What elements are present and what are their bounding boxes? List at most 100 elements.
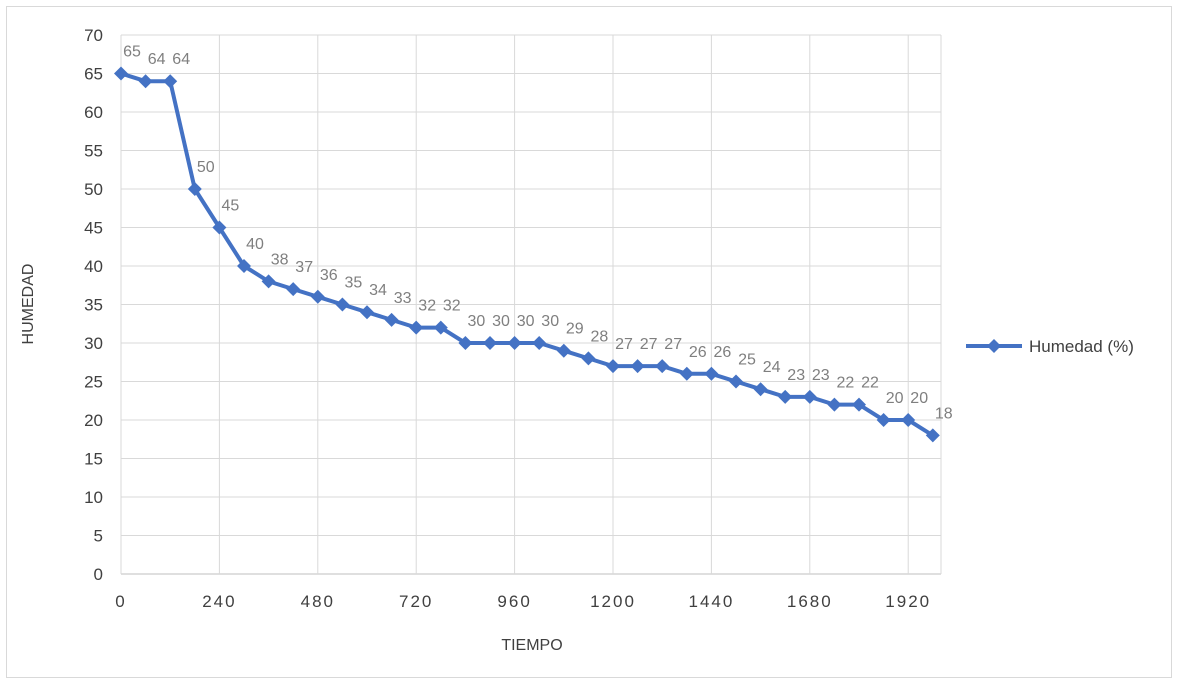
data-point: [163, 74, 178, 89]
data-point: [827, 397, 842, 412]
y-tick-label: 50: [84, 180, 103, 199]
data-label: 30: [468, 313, 486, 330]
data-label: 29: [566, 321, 584, 338]
data-label: 23: [787, 367, 805, 384]
data-label: 37: [295, 259, 313, 276]
data-label: 65: [123, 44, 141, 61]
x-tick-label: 1920: [885, 592, 931, 611]
data-label: 25: [738, 352, 756, 369]
data-label: 40: [246, 236, 264, 253]
data-label: 38: [271, 251, 289, 268]
data-label: 32: [418, 298, 436, 315]
data-label: 36: [320, 267, 338, 284]
y-tick-label: 60: [84, 103, 103, 122]
chart-frame: [6, 6, 1172, 678]
data-point: [261, 274, 276, 289]
data-label: 24: [763, 359, 781, 376]
data-point: [556, 343, 571, 358]
data-label: 18: [935, 405, 953, 422]
data-label: 26: [689, 344, 707, 361]
data-point: [212, 220, 227, 235]
data-point: [753, 382, 768, 397]
data-point: [138, 74, 153, 89]
data-point: [925, 428, 940, 443]
data-point: [630, 359, 645, 374]
data-point: [458, 336, 473, 350]
data-point: [704, 366, 719, 381]
data-point: [532, 336, 547, 350]
data-label: 26: [714, 344, 732, 361]
data-point: [729, 374, 743, 389]
data-point: [409, 320, 424, 335]
data-point: [581, 351, 596, 366]
data-label: 64: [172, 51, 190, 68]
data-label: 27: [615, 336, 633, 353]
series-line: [120, 71, 934, 438]
legend-marker: [987, 339, 1001, 353]
data-label: 45: [222, 198, 240, 215]
y-tick-label: 40: [84, 257, 103, 276]
x-tick-label: 960: [497, 592, 531, 611]
data-label: 33: [394, 290, 412, 307]
data-point: [286, 282, 301, 297]
data-label: 35: [345, 275, 363, 292]
data-point: [384, 312, 399, 327]
y-tick-label: 15: [84, 450, 103, 469]
data-point: [606, 359, 620, 374]
y-tick-label: 65: [84, 65, 103, 84]
data-label: 28: [591, 328, 609, 345]
data-point: [335, 297, 350, 312]
data-point: [852, 397, 866, 412]
data-point: [360, 305, 374, 320]
data-label: 27: [640, 336, 658, 353]
y-tick-label: 10: [84, 488, 103, 507]
y-tick-label: 30: [84, 334, 103, 353]
data-label: 32: [443, 298, 461, 315]
data-point: [433, 320, 448, 335]
data-label: 22: [837, 375, 855, 392]
legend-label: Humedad (%): [1029, 337, 1134, 356]
x-axis-title: TIEMPO: [501, 637, 562, 654]
data-point: [778, 389, 793, 404]
x-axis-ticks: 0 240 480 720 960 1200 1440 1680 1920: [115, 592, 931, 611]
y-tick-label: 45: [84, 219, 103, 238]
y-axis-ticks: 0 5 10 15 20 25 30 35 40 45 50 55 60 65 70: [84, 26, 103, 584]
data-label: 64: [148, 51, 166, 68]
data-label: 27: [664, 336, 682, 353]
data-label: 30: [541, 313, 559, 330]
data-label: 23: [812, 367, 830, 384]
series-humedad: [114, 66, 940, 443]
x-tick-label: 720: [399, 592, 433, 611]
data-point: [802, 389, 817, 404]
data-point: [876, 413, 891, 427]
y-tick-label: 20: [84, 411, 103, 430]
data-labels: 65 64 64 50 45 40 38 37 36 35 34 33 32 32 30 30 30 30 29 28…: [123, 44, 953, 423]
data-label: 22: [861, 375, 879, 392]
gridlines: [120, 34, 942, 575]
data-label: 30: [517, 313, 535, 330]
y-tick-label: 25: [84, 373, 103, 392]
y-tick-label: 55: [84, 142, 103, 161]
data-point: [237, 259, 251, 273]
x-tick-label: 1680: [787, 592, 833, 611]
data-point: [483, 336, 497, 350]
y-axis-title: HUMEDAD: [20, 264, 37, 345]
y-tick-label: 5: [94, 527, 103, 546]
data-point: [114, 66, 128, 81]
data-label: 20: [910, 390, 928, 407]
y-tick-label: 35: [84, 296, 103, 315]
data-label: 50: [197, 159, 215, 176]
x-tick-label: 480: [301, 592, 335, 611]
data-point: [655, 359, 670, 374]
data-point: [310, 289, 325, 304]
data-point: [507, 336, 522, 350]
data-label: 34: [369, 282, 387, 299]
data-label: 20: [886, 390, 904, 407]
data-point: [901, 413, 916, 427]
y-tick-label: 0: [94, 565, 103, 584]
x-tick-label: 1200: [590, 592, 636, 611]
x-tick-label: 240: [202, 592, 236, 611]
y-tick-label: 70: [84, 26, 103, 45]
legend: Humedad (%): [966, 337, 1134, 356]
